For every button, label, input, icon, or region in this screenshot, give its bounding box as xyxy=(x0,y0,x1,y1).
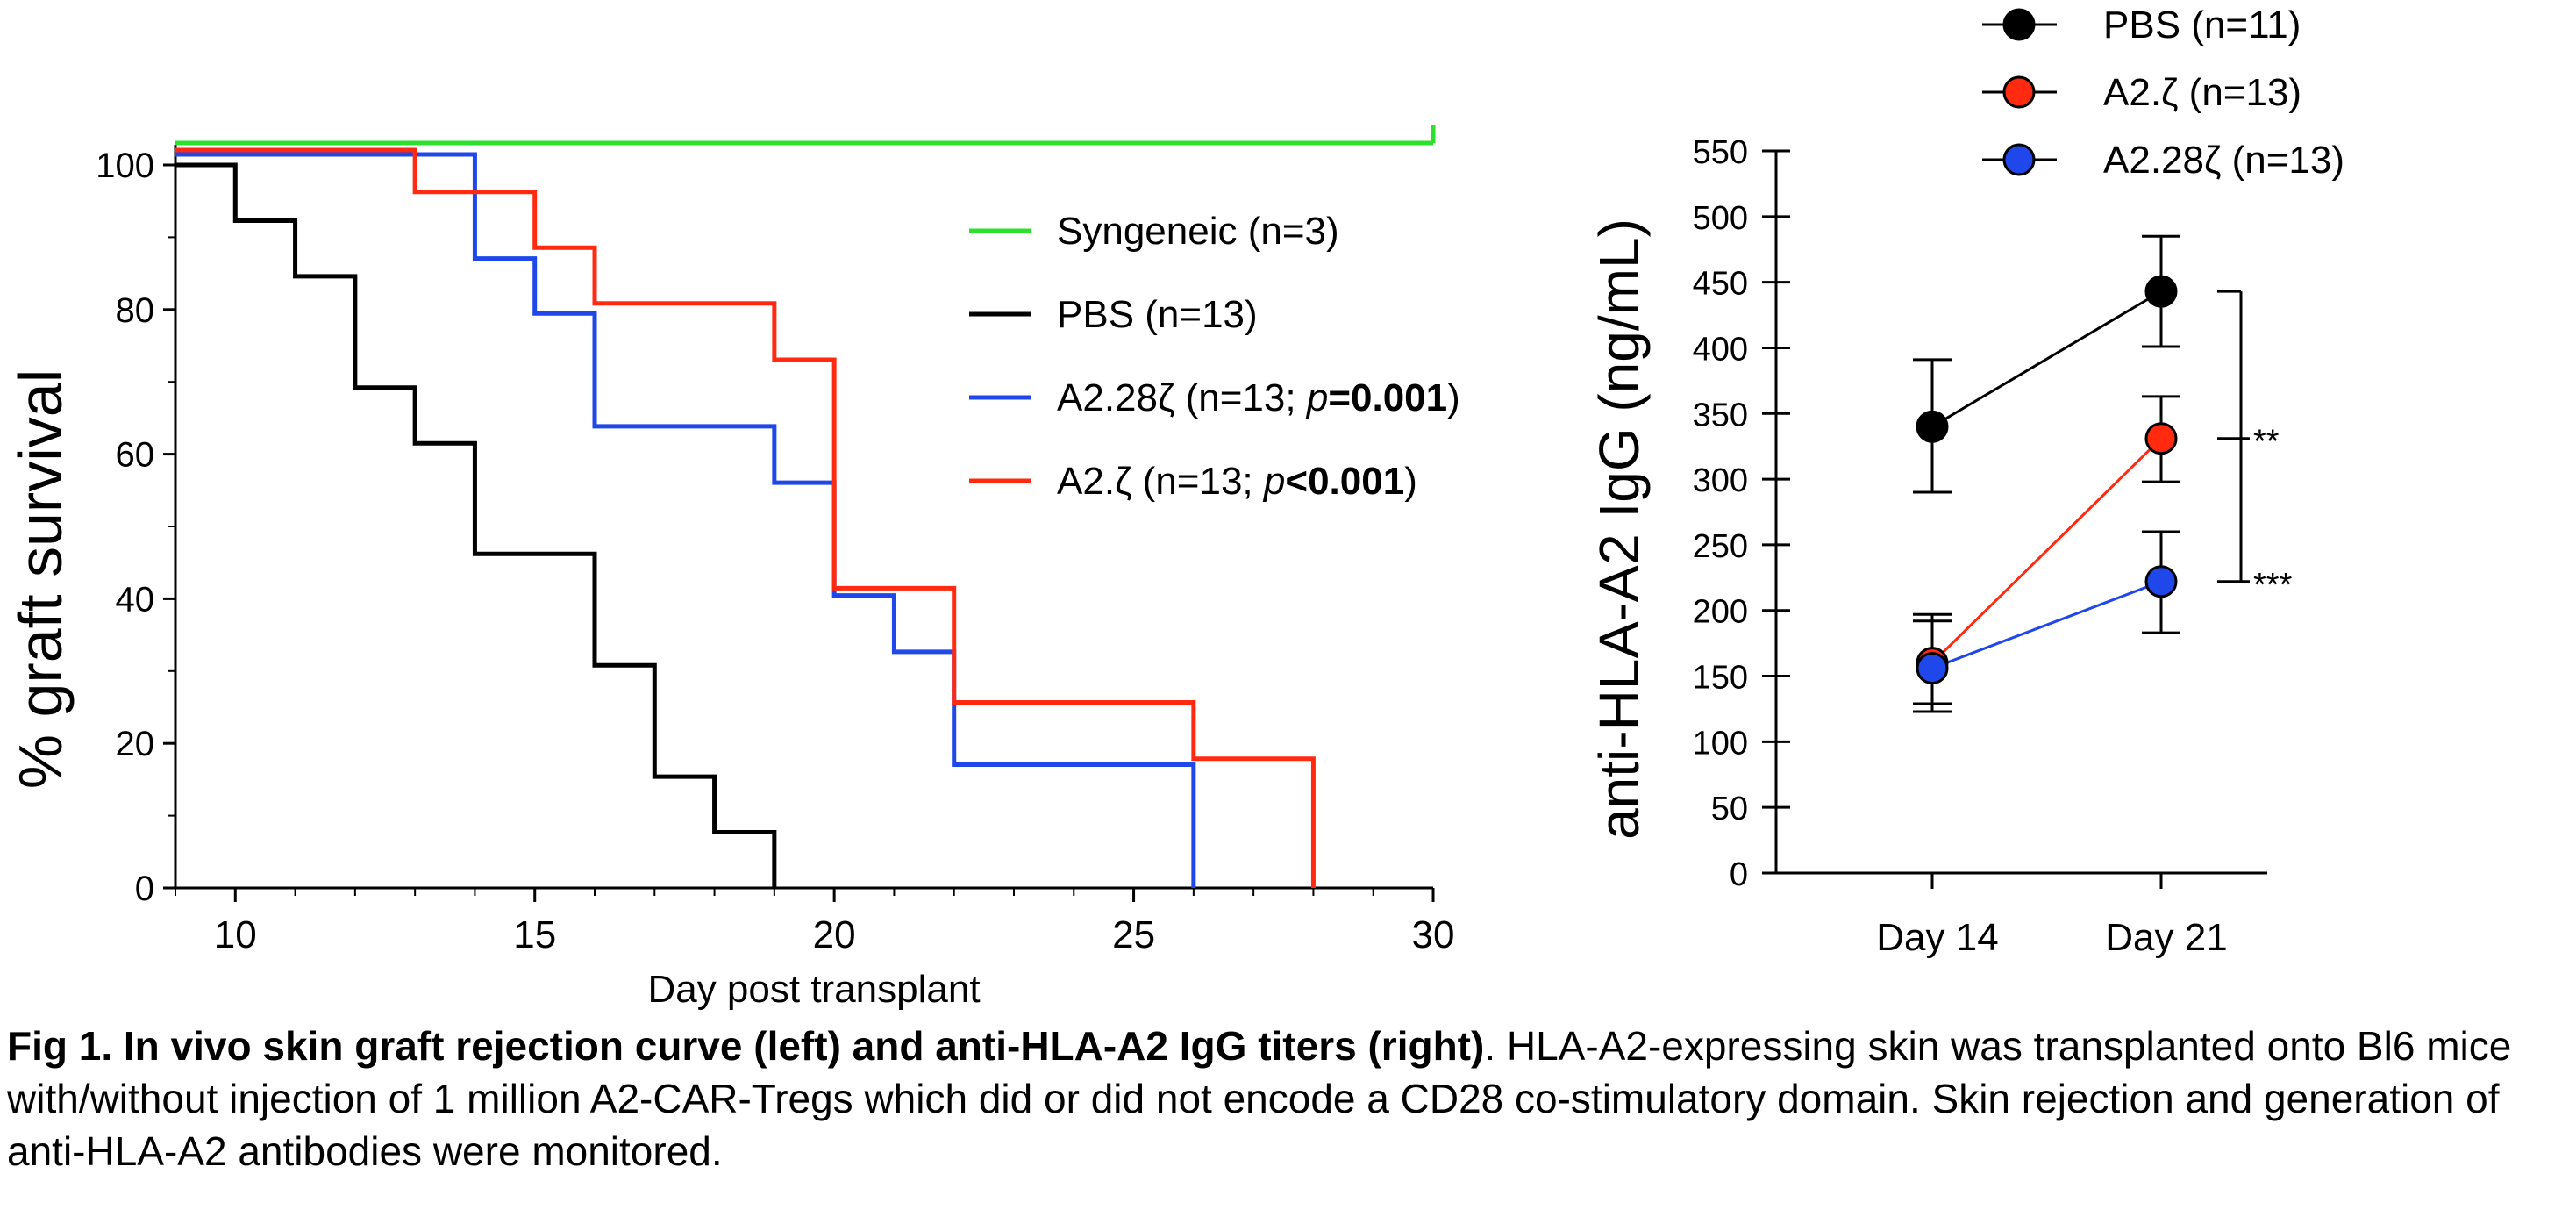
igg-data-point xyxy=(1916,410,1949,443)
igg-y-tick-label: 250 xyxy=(1693,528,1748,565)
survival-legend-label: PBS (n=13) xyxy=(1057,293,1258,336)
legend-p: p xyxy=(1262,460,1285,503)
igg-y-tick-label: 200 xyxy=(1693,594,1748,631)
igg-legend-label: A2.28ζ (n=13) xyxy=(2103,139,2344,182)
igg-y-axis-label: anti-HLA-A2 IgG (ng/mL) xyxy=(1588,218,1651,840)
survival-legend-label: A2.ζ (n=13; p<0.001) xyxy=(1057,460,1417,503)
survival-x-tick-label: 30 xyxy=(1412,913,1455,956)
igg-series-line xyxy=(1930,437,2163,664)
survival-y-tick-label: 60 xyxy=(116,436,155,475)
survival-curve xyxy=(175,162,777,888)
survival-y-tick-label: 20 xyxy=(116,725,155,763)
survival-x-tick-label: 15 xyxy=(513,913,556,956)
legend-text: Syngeneic (n=3) xyxy=(1057,210,1339,253)
igg-legend-label: PBS (n=11) xyxy=(2103,4,2301,47)
survival-y-axis-label: % graft survival xyxy=(6,369,75,789)
legend-p-value: =0.001 xyxy=(1328,376,1447,419)
survival-legend-label: A2.28ζ (n=13; p=0.001) xyxy=(1057,376,1460,419)
legend-p: p xyxy=(1305,376,1328,419)
igg-legend: PBS (n=11) A2.ζ (n=13) A2.28ζ (n=13) xyxy=(1982,4,2344,182)
survival-legend: Syngeneic (n=3) PBS (n=13) A2.28ζ (n=13; p… xyxy=(969,210,1460,503)
igg-axes: 0 50 100 150 200 250 300 350 400 450 500 550 Day 14 D… xyxy=(1693,134,2267,959)
igg-significance: ***** xyxy=(2217,290,2293,604)
caption-body: . HLA-A2-expressing skin was transplante… xyxy=(7,1023,2512,1174)
igg-y-tick-label: 550 xyxy=(1693,134,1748,171)
igg-y-tick-label: 0 xyxy=(1730,856,1748,893)
igg-y-tick-label: 400 xyxy=(1693,331,1748,368)
igg-series-line xyxy=(1931,290,2162,428)
igg-y-tick-label: 300 xyxy=(1693,462,1748,499)
igg-data-point xyxy=(2144,422,2178,455)
legend-p-value: <0.001 xyxy=(1285,460,1404,503)
survival-x-axis-label: Day post transplant xyxy=(647,968,980,1011)
igg-chart: 0 50 100 150 200 250 300 350 400 450 500 550 Day 14 D… xyxy=(1588,4,2344,959)
igg-legend-swatch-marker xyxy=(2002,8,2036,41)
igg-data-point xyxy=(1916,652,1949,685)
igg-y-tick-label: 50 xyxy=(1711,791,1748,827)
survival-x-tick-label: 20 xyxy=(813,913,856,956)
sig-label: ** xyxy=(2253,424,2280,461)
legend-text: A2.28ζ (n=13; xyxy=(1057,376,1307,419)
igg-y-tick-label: 350 xyxy=(1693,397,1748,433)
legend-text: ) xyxy=(1404,460,1417,503)
igg-y-tick-label: 100 xyxy=(1693,725,1748,762)
survival-y-tick-label: 0 xyxy=(135,870,154,908)
igg-y-tick-label: 150 xyxy=(1693,660,1748,697)
survival-x-tick-label: 10 xyxy=(214,913,257,956)
igg-x-tick-label: Day 21 xyxy=(2105,916,2227,959)
igg-y-tick-label: 450 xyxy=(1693,266,1748,303)
survival-y-tick-label: 40 xyxy=(116,580,155,619)
igg-legend-label: A2.ζ (n=13) xyxy=(2103,71,2301,114)
survival-y-tick-label: 80 xyxy=(116,291,155,330)
igg-legend-swatch-marker xyxy=(2002,75,2036,109)
igg-series xyxy=(1913,234,2180,713)
legend-text: PBS (n=13) xyxy=(1057,293,1258,336)
sig-label: *** xyxy=(2253,567,2293,604)
igg-x-tick-label: Day 14 xyxy=(1876,916,1998,959)
igg-data-point xyxy=(2144,275,2178,308)
igg-legend-swatch-marker xyxy=(2002,143,2036,176)
survival-curve xyxy=(175,147,1316,888)
survival-axes: 0 20 40 60 80 100 10 15 20 25 30 xyxy=(96,145,1454,956)
survival-curves xyxy=(175,125,1436,888)
caption-lead: Fig 1. xyxy=(7,1023,113,1069)
figure-caption: Fig 1. In vivo skin graft rejection curv… xyxy=(7,1020,2568,1178)
legend-text: ) xyxy=(1447,376,1460,419)
legend-text: A2.ζ (n=13; xyxy=(1057,460,1264,503)
survival-curve xyxy=(175,125,1436,146)
survival-legend-label: Syngeneic (n=3) xyxy=(1057,210,1339,253)
igg-y-tick-label: 500 xyxy=(1693,200,1748,237)
igg-data-point xyxy=(2144,565,2178,598)
survival-y-tick-label: 100 xyxy=(96,147,154,185)
survival-chart: 0 20 40 60 80 100 10 15 20 25 30 Syngeneic (n=3) PB… xyxy=(6,125,1460,1011)
survival-x-tick-label: 25 xyxy=(1112,913,1155,956)
igg-series-line xyxy=(1931,580,2162,669)
caption-title: In vivo skin graft rejection curve (left… xyxy=(112,1023,1485,1069)
